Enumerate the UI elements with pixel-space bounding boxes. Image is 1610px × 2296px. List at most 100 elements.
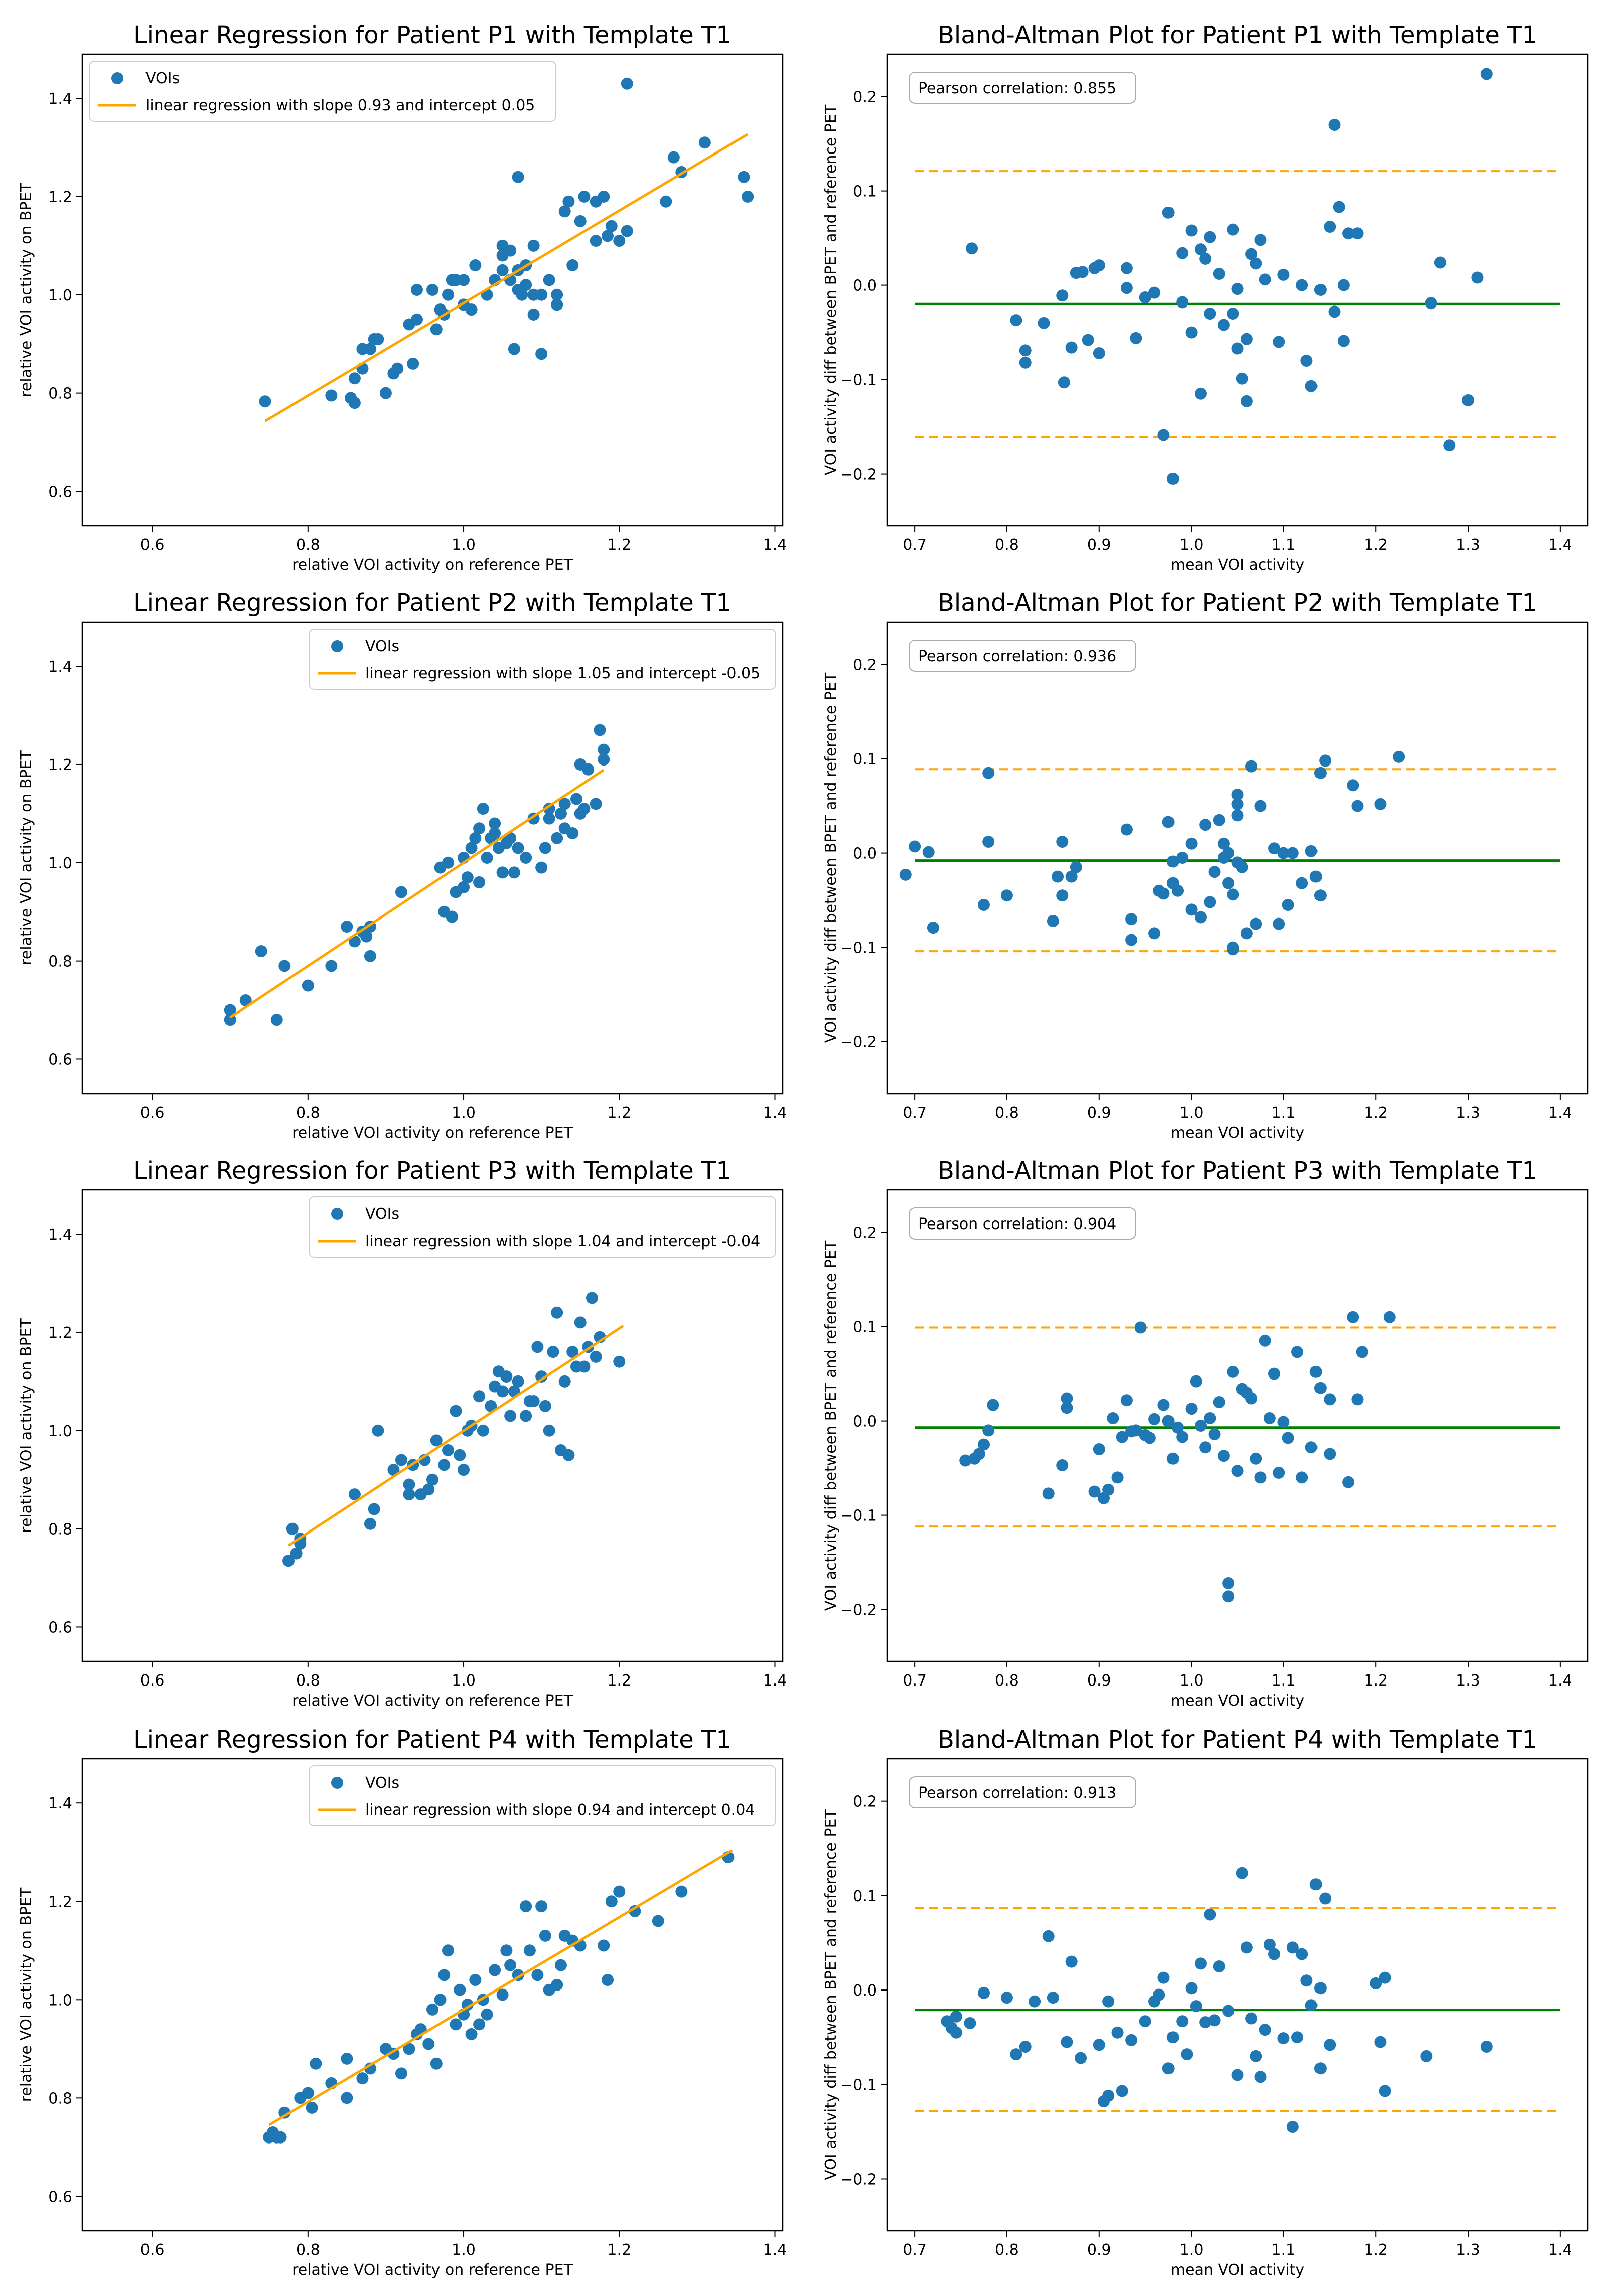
data-point xyxy=(982,767,995,779)
data-point xyxy=(1204,896,1216,908)
x-tick-label: 1.2 xyxy=(1364,2241,1388,2259)
data-point xyxy=(403,2043,415,2055)
data-point xyxy=(1166,473,1179,485)
x-tick-label: 1.2 xyxy=(1364,1672,1388,1690)
data-point xyxy=(1231,798,1244,810)
data-point xyxy=(1208,866,1221,878)
data-point xyxy=(496,1988,509,2001)
chart-panel-4: Bland-Altman Plot for Patient P2 with Te… xyxy=(822,589,1589,1142)
legend-label-vois: VOIs xyxy=(365,1774,399,1792)
y-axis-label: VOI activity diff between BPET and refer… xyxy=(822,104,840,475)
x-tick-label: 0.6 xyxy=(140,536,165,554)
data-point xyxy=(978,1438,990,1451)
data-point xyxy=(1425,297,1437,310)
data-point xyxy=(1000,889,1013,902)
data-point xyxy=(1236,372,1248,385)
data-point xyxy=(1125,913,1138,926)
data-point xyxy=(1162,1415,1175,1427)
data-point xyxy=(1273,917,1285,930)
data-point xyxy=(1076,266,1089,278)
data-point xyxy=(450,2018,462,2031)
data-point xyxy=(278,960,291,972)
data-point xyxy=(1480,2041,1493,2053)
x-axis-label: mean VOI activity xyxy=(1170,1124,1304,1142)
data-point xyxy=(1194,243,1207,256)
data-point xyxy=(927,922,939,934)
data-point xyxy=(1337,335,1350,347)
data-point xyxy=(543,803,555,815)
data-point xyxy=(1231,789,1244,801)
data-point xyxy=(438,1969,451,1981)
data-point xyxy=(1250,1452,1262,1465)
data-point xyxy=(554,807,567,820)
data-point xyxy=(1268,842,1281,855)
data-point xyxy=(1305,1441,1318,1454)
data-point xyxy=(489,817,501,830)
data-point xyxy=(1291,2031,1303,2044)
data-point xyxy=(481,2008,493,2021)
data-point xyxy=(395,2067,407,2080)
x-tick-label: 1.0 xyxy=(452,1104,476,1122)
data-point xyxy=(1240,395,1253,407)
data-point xyxy=(1065,341,1078,354)
data-point xyxy=(422,1483,435,1496)
y-tick-label: −0.2 xyxy=(840,466,877,484)
data-point xyxy=(1286,847,1299,859)
data-point xyxy=(562,1449,575,1461)
plot-area xyxy=(82,1190,783,1661)
data-point xyxy=(629,1905,641,1917)
data-point xyxy=(1208,2014,1221,2027)
data-point xyxy=(1093,2039,1105,2051)
data-point xyxy=(1319,754,1332,767)
data-point xyxy=(364,1517,376,1530)
data-point xyxy=(1157,887,1170,900)
x-tick-label: 1.4 xyxy=(763,1672,787,1690)
data-point xyxy=(1139,291,1151,304)
chart-panel-3: Linear Regression for Patient P2 with Te… xyxy=(18,589,787,1142)
data-point xyxy=(922,846,935,858)
data-point xyxy=(1383,1311,1396,1323)
x-axis-label: relative VOI activity on reference PET xyxy=(292,1692,573,1710)
data-point xyxy=(1342,1476,1355,1488)
data-point xyxy=(978,1986,990,1999)
data-point xyxy=(1019,344,1032,357)
data-point xyxy=(1328,119,1341,131)
plot-area xyxy=(887,1190,1588,1661)
y-tick-label: 1.2 xyxy=(48,1893,72,1911)
data-point xyxy=(348,1488,361,1501)
data-point xyxy=(1056,889,1069,902)
x-tick-label: 0.8 xyxy=(296,1672,320,1690)
x-tick-label: 1.0 xyxy=(1180,1672,1204,1690)
data-point xyxy=(1162,206,1175,219)
data-point xyxy=(516,288,528,301)
y-tick-label: 0.2 xyxy=(853,89,877,106)
data-point xyxy=(1250,917,1262,930)
data-point xyxy=(446,910,458,923)
y-tick-label: 0.2 xyxy=(853,1224,877,1242)
data-point xyxy=(1019,356,1032,369)
data-point xyxy=(987,1399,999,1411)
y-tick-label: 1.4 xyxy=(48,1795,72,1812)
x-tick-label: 1.2 xyxy=(607,536,631,554)
data-point xyxy=(574,1316,587,1329)
y-axis-label: VOI activity diff between BPET and refer… xyxy=(822,672,840,1043)
data-point xyxy=(1194,1420,1207,1432)
y-tick-label: 1.4 xyxy=(48,1226,72,1244)
data-point xyxy=(520,1410,532,1422)
data-point xyxy=(950,2026,962,2039)
data-point xyxy=(372,333,384,345)
x-tick-label: 1.3 xyxy=(1456,536,1480,554)
y-axis-label: relative VOI activity on BPET xyxy=(18,750,35,965)
data-point xyxy=(458,1464,470,1476)
data-point xyxy=(574,215,587,227)
legend-label-regression: linear regression with slope 0.93 and in… xyxy=(145,97,535,114)
y-tick-label: 1.0 xyxy=(48,1992,72,2009)
data-point xyxy=(558,798,571,810)
data-point xyxy=(306,2101,318,2114)
data-point xyxy=(1254,800,1267,812)
y-tick-label: −0.2 xyxy=(840,2171,877,2188)
data-point xyxy=(1042,1487,1055,1500)
data-point xyxy=(1240,927,1253,940)
data-point xyxy=(535,1900,548,1913)
data-point xyxy=(255,945,267,958)
